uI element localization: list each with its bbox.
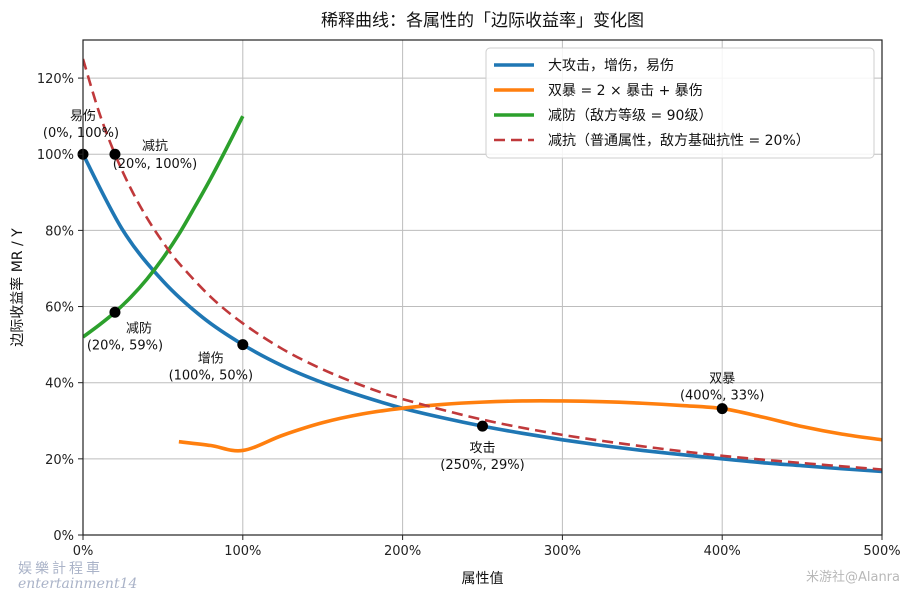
watermark-left: 娱樂計程車 entertainment14 bbox=[18, 558, 137, 592]
annotation-point bbox=[716, 403, 728, 415]
annotation-name: 攻击 bbox=[469, 441, 495, 456]
annotation-point bbox=[477, 420, 488, 432]
y-tick-label: 0% bbox=[53, 529, 74, 544]
annotation-name: 双暴 bbox=[709, 372, 735, 387]
watermark-left-line2: entertainment14 bbox=[18, 576, 138, 592]
x-tick-label: 100% bbox=[224, 544, 261, 559]
series-crit-value-line bbox=[178, 399, 882, 453]
annotation-name: 增伤 bbox=[198, 352, 224, 367]
x-tick-label: 200% bbox=[384, 544, 421, 559]
annotation-coord: (100%, 50%) bbox=[169, 369, 253, 384]
y-axis-label: 边际收益率 MR / Y bbox=[9, 228, 26, 347]
annotation-name: 减抗 bbox=[142, 139, 168, 154]
annotation-coord: (20%, 59%) bbox=[87, 338, 163, 353]
watermark-left-line1: 娱樂計程車 bbox=[18, 561, 103, 577]
y-tick-label: 60% bbox=[45, 301, 74, 316]
annotation-coord: (400%, 33%) bbox=[680, 389, 764, 404]
legend-item-res-shred-label: 减抗（普通属性，敌方基础抗性 = 20%） bbox=[548, 132, 810, 149]
y-tick-label: 80% bbox=[45, 224, 74, 239]
legend-box bbox=[485, 47, 875, 159]
annotation-point bbox=[109, 306, 121, 318]
annotation-coord: (0%, 100%) bbox=[43, 126, 119, 141]
annotation-name: 减防 bbox=[126, 320, 152, 336]
y-tick-label: 20% bbox=[45, 453, 74, 468]
annotations-layer: 易伤(0%, 100%)减抗(20%, 100%)减防(20%, 59%)增伤(… bbox=[43, 109, 765, 473]
chart-title: 稀释曲线：各属性的「边际收益率」变化图 bbox=[321, 11, 644, 31]
annotation-point bbox=[237, 339, 249, 351]
y-tick-label: 40% bbox=[45, 377, 74, 392]
x-tick-label: 300% bbox=[544, 544, 581, 559]
x-axis-label: 属性值 bbox=[462, 571, 504, 587]
plot-frame bbox=[82, 39, 883, 536]
series-def-shred-line bbox=[83, 115, 245, 339]
series-res-shred-line bbox=[83, 58, 882, 471]
annotation-coord: (20%, 100%) bbox=[113, 157, 197, 172]
legend-item-def-shred-label: 减防（敌方等级 = 90级） bbox=[548, 107, 712, 124]
legend-item-attack-label: 大攻击，增伤，易伤 bbox=[548, 58, 674, 74]
ticks-layer: 0% 100% 200% 300% 400% 500% 0% 20% 40% 60% 80% 100%… bbox=[37, 72, 901, 559]
x-tick-label: 0% bbox=[73, 544, 94, 559]
y-tick-label: 100% bbox=[37, 148, 74, 163]
x-tick-label: 500% bbox=[863, 544, 900, 559]
x-tick-label: 400% bbox=[704, 544, 741, 559]
y-tick-label: 120% bbox=[37, 72, 74, 87]
annotation-coord: (250%, 29%) bbox=[440, 458, 524, 473]
legend-item-crit-label: 双暴 = 2 × 暴击 + 暴伤 bbox=[548, 83, 703, 99]
annotation-point bbox=[109, 148, 121, 160]
watermark-right: 米游社@Alanra bbox=[805, 570, 900, 585]
